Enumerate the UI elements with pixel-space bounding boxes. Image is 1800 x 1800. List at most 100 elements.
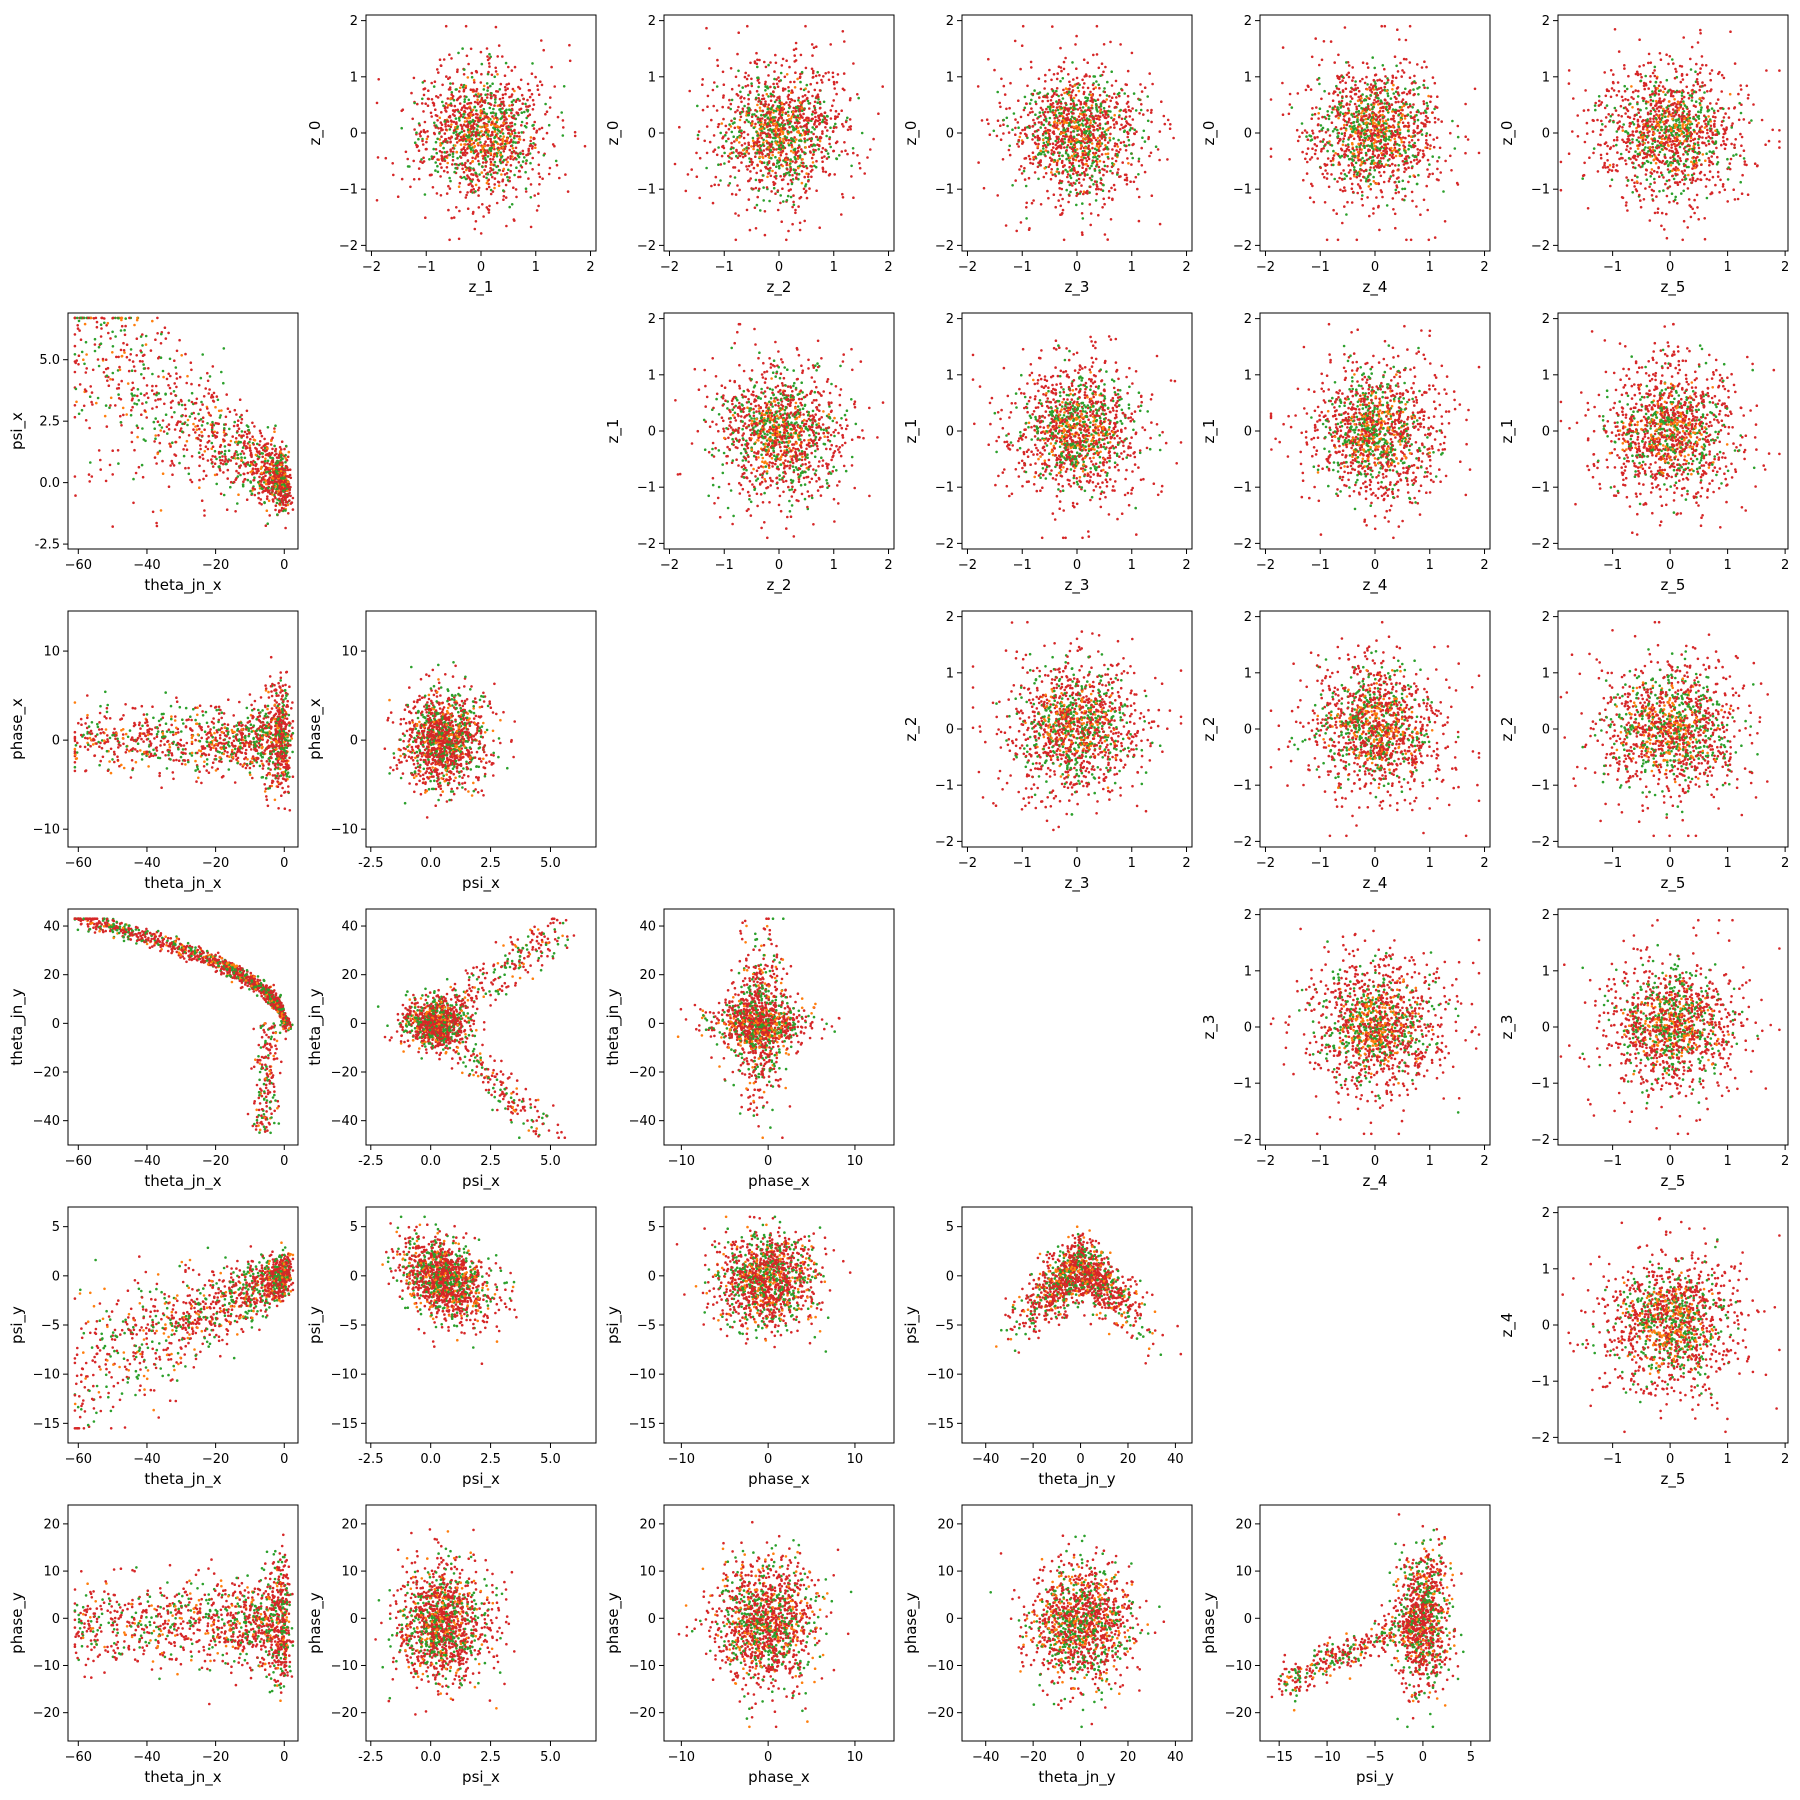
point-green bbox=[1397, 113, 1401, 116]
point-green bbox=[520, 111, 524, 114]
point-red bbox=[1372, 78, 1376, 82]
point-red bbox=[555, 163, 559, 167]
point-red bbox=[534, 143, 537, 146]
point-green bbox=[531, 124, 534, 127]
point-red bbox=[1306, 147, 1310, 150]
point-red bbox=[489, 166, 492, 170]
point-red bbox=[756, 137, 760, 140]
point-red bbox=[1305, 152, 1308, 156]
point-red bbox=[1344, 144, 1348, 147]
point-red bbox=[519, 175, 522, 179]
point-green bbox=[1131, 156, 1134, 160]
point-green bbox=[1371, 155, 1375, 159]
point-red bbox=[1100, 62, 1104, 65]
point-red bbox=[863, 172, 866, 175]
point-green bbox=[449, 102, 453, 105]
point-red bbox=[435, 95, 438, 98]
point-red bbox=[734, 238, 738, 242]
point-red bbox=[1354, 83, 1357, 87]
point-green bbox=[1331, 106, 1334, 110]
point-green bbox=[1327, 114, 1331, 118]
point-red bbox=[686, 173, 690, 176]
point-green bbox=[477, 133, 481, 137]
point-green bbox=[423, 193, 427, 196]
point-red bbox=[486, 86, 490, 89]
point-red bbox=[741, 107, 745, 110]
point-red bbox=[528, 144, 532, 148]
x-tick-label: −1 bbox=[1013, 260, 1032, 275]
point-red bbox=[500, 124, 503, 128]
point-red bbox=[1048, 134, 1051, 138]
point-red bbox=[490, 133, 493, 137]
point-red bbox=[823, 116, 827, 120]
point-green bbox=[850, 164, 853, 168]
point-red bbox=[1060, 213, 1063, 216]
point-red bbox=[1360, 190, 1364, 194]
point-red bbox=[440, 135, 443, 138]
point-red bbox=[1400, 75, 1403, 78]
point-red bbox=[1097, 165, 1101, 169]
point-red bbox=[805, 116, 809, 120]
point-orange bbox=[738, 118, 742, 122]
point-green bbox=[473, 105, 476, 109]
point-green bbox=[1127, 143, 1131, 147]
point-red bbox=[422, 160, 426, 163]
point-green bbox=[1033, 89, 1036, 92]
point-red bbox=[841, 196, 845, 199]
point-red bbox=[536, 84, 539, 87]
point-red bbox=[804, 191, 807, 194]
point-red bbox=[1104, 65, 1107, 69]
point-green bbox=[1123, 92, 1126, 95]
point-red bbox=[1404, 136, 1407, 140]
point-red bbox=[1404, 194, 1407, 198]
point-green bbox=[1088, 149, 1092, 153]
point-red bbox=[444, 102, 448, 105]
point-red bbox=[753, 61, 757, 65]
point-red bbox=[810, 43, 814, 46]
point-red bbox=[446, 171, 449, 174]
point-red bbox=[444, 137, 448, 141]
point-green bbox=[507, 168, 510, 172]
point-red bbox=[740, 132, 743, 135]
point-green bbox=[491, 82, 494, 85]
point-orange bbox=[795, 138, 798, 141]
point-red bbox=[1084, 73, 1088, 76]
point-orange bbox=[720, 122, 724, 125]
point-red bbox=[473, 94, 476, 98]
point-red bbox=[1074, 188, 1078, 191]
point-red bbox=[1365, 153, 1368, 157]
point-green bbox=[562, 85, 566, 88]
point-red bbox=[795, 177, 798, 180]
point-red bbox=[714, 175, 718, 179]
point-red bbox=[1109, 132, 1112, 136]
point-red bbox=[1350, 182, 1354, 186]
point-green bbox=[782, 173, 786, 176]
point-green bbox=[773, 100, 777, 104]
point-green bbox=[482, 88, 486, 91]
point-orange bbox=[1082, 137, 1085, 141]
point-green bbox=[792, 203, 796, 207]
point-red bbox=[772, 129, 776, 133]
point-green bbox=[804, 183, 808, 186]
point-green bbox=[1383, 132, 1386, 136]
point-green bbox=[1055, 115, 1058, 118]
point-red bbox=[841, 192, 844, 196]
point-green bbox=[1345, 213, 1348, 216]
point-green bbox=[498, 108, 501, 111]
point-red bbox=[705, 26, 708, 30]
point-red bbox=[799, 125, 802, 128]
point-red bbox=[1096, 124, 1100, 127]
point-red bbox=[1066, 127, 1070, 130]
point-green bbox=[792, 148, 796, 151]
point-red bbox=[453, 104, 457, 108]
point-red bbox=[767, 171, 771, 175]
point-red bbox=[789, 178, 793, 182]
point-red bbox=[1433, 236, 1437, 239]
point-red bbox=[757, 100, 760, 103]
point-orange bbox=[501, 146, 505, 149]
point-green bbox=[769, 107, 773, 111]
point-green bbox=[754, 96, 758, 100]
point-red bbox=[1043, 87, 1046, 90]
point-red bbox=[1044, 80, 1047, 83]
point-green bbox=[768, 199, 771, 203]
